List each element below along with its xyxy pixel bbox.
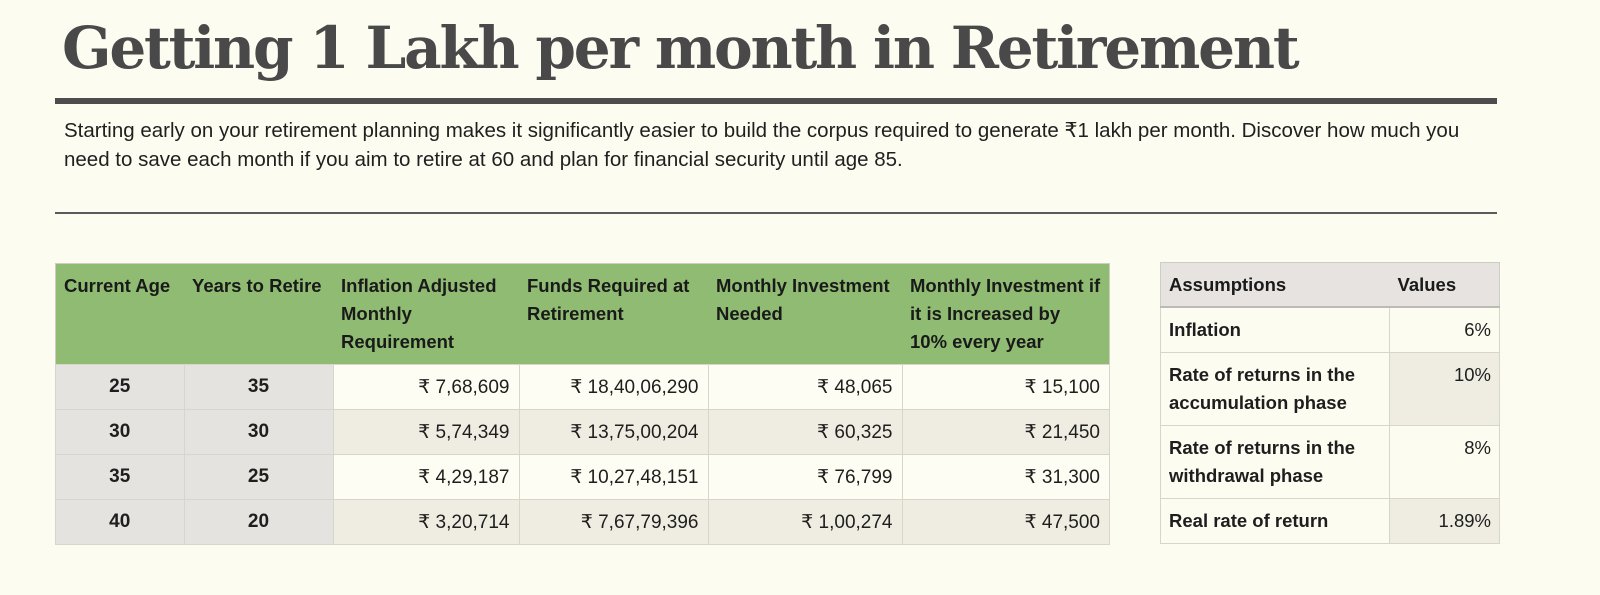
table-row: 30 30 ₹ 5,74,349 ₹ 13,75,00,204 ₹ 60,325… xyxy=(55,409,1110,455)
title-divider xyxy=(55,98,1497,104)
cell-current-age: 40 xyxy=(55,499,185,545)
assumption-row: Rate of returns in the accumulation phas… xyxy=(1160,352,1500,426)
assumption-value: 8% xyxy=(1389,425,1500,499)
cell-current-age: 35 xyxy=(55,454,185,500)
assumption-label: Inflation xyxy=(1160,306,1390,353)
cell-years-to-retire: 25 xyxy=(183,454,334,500)
header-assumptions: Assumptions xyxy=(1160,262,1390,308)
cell-years-to-retire: 30 xyxy=(183,409,334,455)
cell-monthly-investment: ₹ 48,065 xyxy=(707,364,903,410)
cell-funds-required: ₹ 7,67,79,396 xyxy=(518,499,709,545)
assumption-value: 1.89% xyxy=(1389,498,1500,544)
cell-monthly-investment-stepup: ₹ 21,450 xyxy=(901,409,1110,455)
cell-years-to-retire: 35 xyxy=(183,364,334,410)
cell-monthly-investment-stepup: ₹ 15,100 xyxy=(901,364,1110,410)
assumption-label: Rate of returns in the withdrawal phase xyxy=(1160,425,1390,499)
assumptions-header-row: Assumptions Values xyxy=(1160,262,1500,308)
cell-inflation-adjusted: ₹ 7,68,609 xyxy=(332,364,520,410)
assumption-label: Real rate of return xyxy=(1160,498,1390,544)
header-values: Values xyxy=(1389,262,1500,308)
cell-funds-required: ₹ 10,27,48,151 xyxy=(518,454,709,500)
header-current-age: Current Age xyxy=(55,263,184,365)
table-header-row: Current Age Years to Retire Inflation Ad… xyxy=(55,263,1110,365)
assumption-value: 6% xyxy=(1389,306,1500,353)
header-inflation-adjusted: Inflation Adjusted Monthly Requirement xyxy=(333,263,519,365)
cell-funds-required: ₹ 13,75,00,204 xyxy=(518,409,709,455)
assumption-value: 10% xyxy=(1389,352,1500,426)
intro-paragraph: Starting early on your retirement planni… xyxy=(64,119,1460,171)
cell-monthly-investment: ₹ 76,799 xyxy=(707,454,903,500)
cell-current-age: 25 xyxy=(55,364,185,410)
cell-monthly-investment: ₹ 1,00,274 xyxy=(707,499,903,545)
retirement-table: Current Age Years to Retire Inflation Ad… xyxy=(55,263,1110,545)
cell-monthly-investment: ₹ 60,325 xyxy=(707,409,903,455)
assumptions-table: Assumptions Values Inflation 6% Rate of … xyxy=(1160,262,1500,544)
assumption-row: Rate of returns in the withdrawal phase … xyxy=(1160,425,1500,499)
cell-inflation-adjusted: ₹ 4,29,187 xyxy=(332,454,520,500)
assumption-row: Inflation 6% xyxy=(1160,306,1500,353)
table-row: 35 25 ₹ 4,29,187 ₹ 10,27,48,151 ₹ 76,799… xyxy=(55,454,1110,500)
header-monthly-investment: Monthly Investment Needed xyxy=(708,263,902,365)
header-years-to-retire: Years to Retire xyxy=(184,263,333,365)
section-divider xyxy=(55,212,1497,214)
cell-current-age: 30 xyxy=(55,409,185,455)
cell-monthly-investment-stepup: ₹ 47,500 xyxy=(901,499,1110,545)
page-title: Getting 1 Lakh per month in Retirement xyxy=(62,14,1300,82)
assumption-row: Real rate of return 1.89% xyxy=(1160,498,1500,544)
cell-years-to-retire: 20 xyxy=(183,499,334,545)
cell-monthly-investment-stepup: ₹ 31,300 xyxy=(901,454,1110,500)
assumption-label: Rate of returns in the accumulation phas… xyxy=(1160,352,1390,426)
cell-inflation-adjusted: ₹ 5,74,349 xyxy=(332,409,520,455)
header-funds-required: Funds Required at Retirement xyxy=(519,263,708,365)
table-row: 40 20 ₹ 3,20,714 ₹ 7,67,79,396 ₹ 1,00,27… xyxy=(55,499,1110,545)
cell-funds-required: ₹ 18,40,06,290 xyxy=(518,364,709,410)
cell-inflation-adjusted: ₹ 3,20,714 xyxy=(332,499,520,545)
table-row: 25 35 ₹ 7,68,609 ₹ 18,40,06,290 ₹ 48,065… xyxy=(55,364,1110,410)
header-monthly-investment-stepup: Monthly Investment if it is Increased by… xyxy=(902,263,1110,365)
